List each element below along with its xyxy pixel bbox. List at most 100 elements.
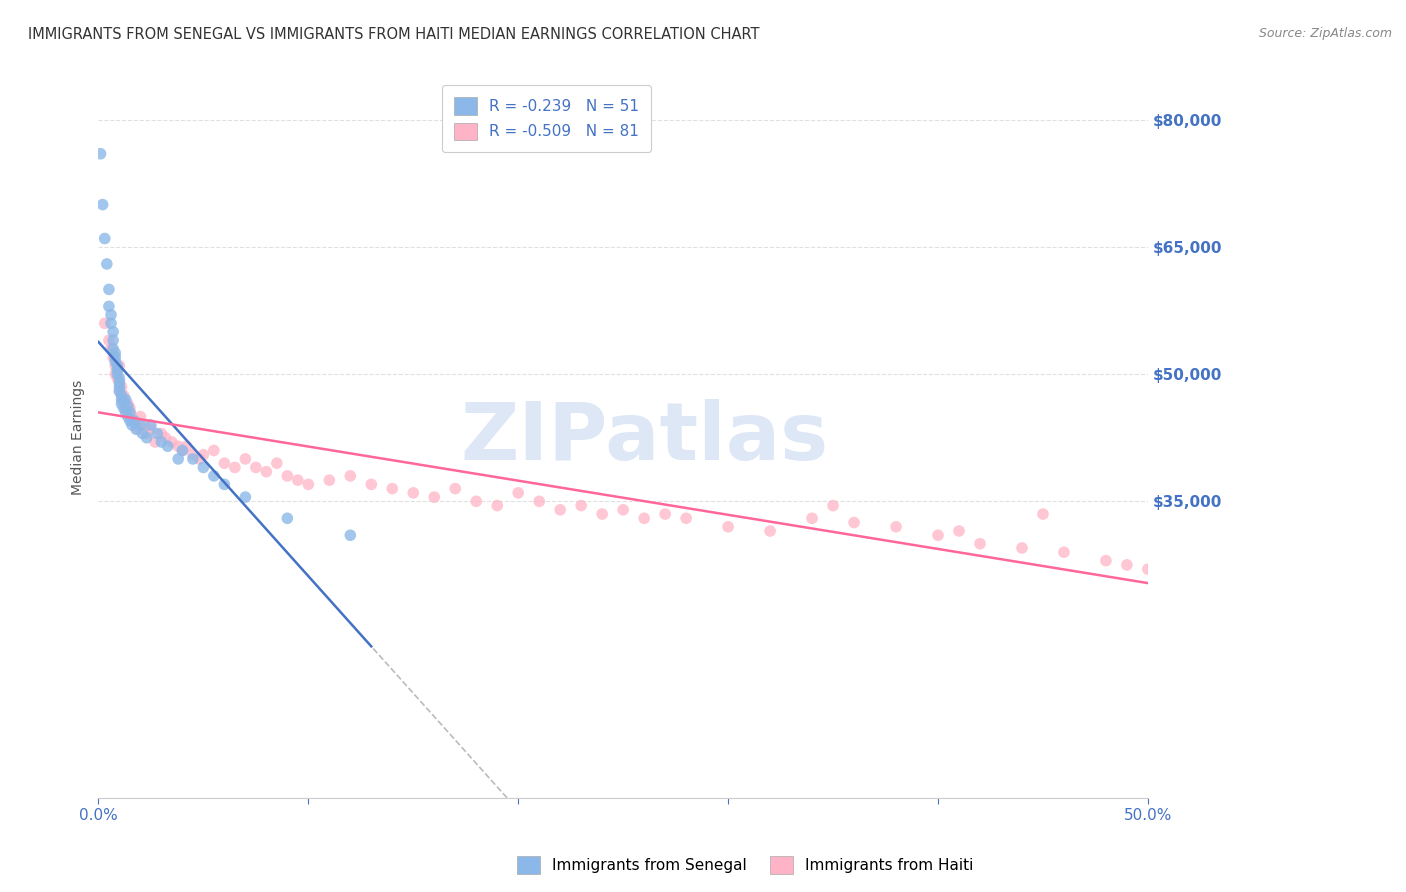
Point: [181, 452, 204, 467]
Point: [104, 367, 127, 381]
Point: [112, 401, 135, 415]
Point: [121, 409, 143, 424]
Point: [114, 401, 136, 415]
Point: [135, 431, 157, 445]
Point: [110, 380, 132, 394]
Point: [193, 460, 215, 475]
Point: [339, 469, 361, 483]
Point: [181, 448, 204, 462]
Point: [131, 426, 153, 441]
Point: [167, 452, 190, 467]
Point: [1095, 554, 1118, 568]
Point: [118, 414, 141, 428]
Point: [110, 388, 132, 402]
Point: [108, 384, 131, 398]
Point: [129, 409, 152, 424]
Point: [104, 359, 127, 373]
Point: [591, 507, 613, 521]
Point: [167, 439, 190, 453]
Point: [118, 401, 141, 415]
Point: [100, 342, 122, 356]
Point: [97, 282, 120, 296]
Point: [444, 482, 467, 496]
Point: [1011, 541, 1033, 555]
Point: [927, 528, 949, 542]
Point: [297, 477, 319, 491]
Point: [214, 456, 236, 470]
Point: [105, 371, 128, 385]
Point: [110, 388, 132, 402]
Point: [654, 507, 676, 521]
Point: [948, 524, 970, 538]
Point: [254, 465, 277, 479]
Point: [266, 456, 288, 470]
Point: [465, 494, 488, 508]
Point: [633, 511, 655, 525]
Point: [801, 511, 824, 525]
Point: [1116, 558, 1139, 572]
Point: [224, 460, 246, 475]
Point: [108, 376, 131, 390]
Point: [114, 392, 136, 407]
Point: [96, 257, 118, 271]
Point: [176, 439, 198, 453]
Point: [101, 342, 124, 356]
Point: [143, 435, 166, 450]
Point: [214, 477, 236, 491]
Point: [112, 392, 135, 407]
Point: [110, 392, 132, 407]
Point: [121, 417, 143, 432]
Point: [508, 486, 530, 500]
Point: [112, 394, 135, 409]
Point: [276, 511, 298, 525]
Point: [97, 333, 120, 347]
Point: [93, 231, 115, 245]
Point: [339, 528, 361, 542]
Point: [108, 371, 131, 385]
Point: [101, 325, 124, 339]
Point: [117, 397, 139, 411]
Point: [108, 380, 131, 394]
Point: [360, 477, 382, 491]
Point: [101, 350, 124, 364]
Point: [108, 359, 131, 373]
Point: [823, 499, 845, 513]
Point: [1032, 507, 1054, 521]
Legend: R = -0.239   N = 51, R = -0.509   N = 81: R = -0.239 N = 51, R = -0.509 N = 81: [441, 85, 651, 153]
Point: [381, 482, 404, 496]
Point: [118, 405, 141, 419]
Point: [122, 414, 145, 428]
Point: [156, 439, 179, 453]
Point: [125, 422, 148, 436]
Point: [423, 490, 446, 504]
Point: [202, 443, 225, 458]
Point: [486, 499, 509, 513]
Point: [529, 494, 551, 508]
Point: [105, 363, 128, 377]
Point: [884, 520, 907, 534]
Point: [548, 503, 571, 517]
Point: [1053, 545, 1076, 559]
Point: [129, 417, 152, 432]
Point: [287, 473, 309, 487]
Point: [108, 384, 131, 398]
Point: [114, 397, 136, 411]
Point: [127, 422, 149, 436]
Point: [104, 346, 127, 360]
Point: [276, 469, 298, 483]
Point: [122, 414, 145, 428]
Point: [117, 400, 139, 414]
Point: [139, 422, 162, 436]
Point: [90, 146, 112, 161]
Point: [235, 452, 257, 467]
Point: [759, 524, 782, 538]
Point: [160, 435, 183, 450]
Point: [202, 469, 225, 483]
Y-axis label: Median Earnings: Median Earnings: [72, 380, 86, 495]
Point: [110, 397, 132, 411]
Point: [105, 363, 128, 377]
Point: [100, 308, 122, 322]
Point: [969, 537, 991, 551]
Point: [93, 316, 115, 330]
Point: [117, 409, 139, 424]
